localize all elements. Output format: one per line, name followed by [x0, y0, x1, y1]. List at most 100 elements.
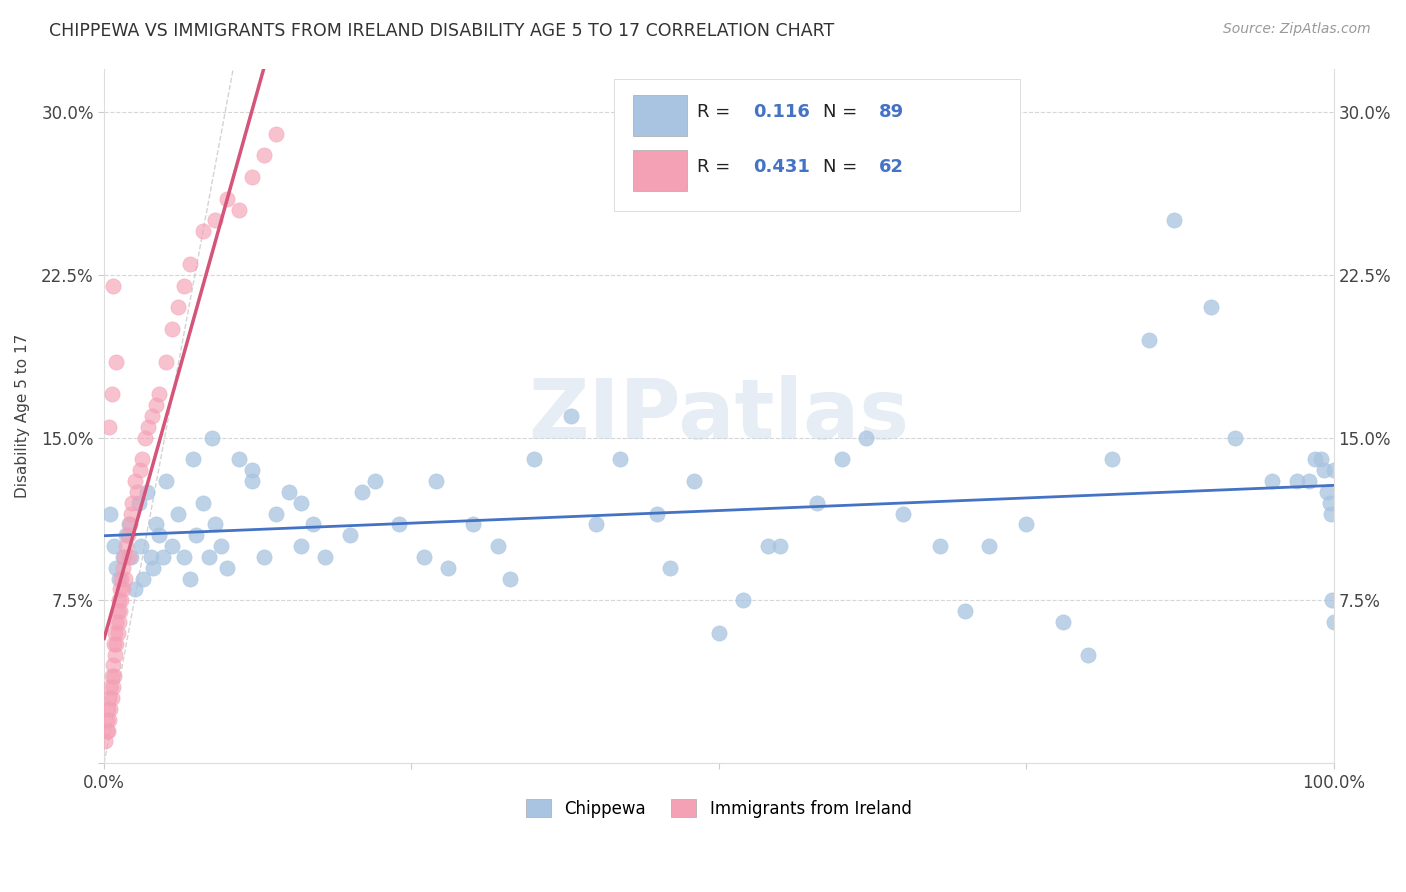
- Point: [953, 604, 976, 618]
- Point: [240, 463, 263, 477]
- Point: [277, 484, 299, 499]
- Point: [103, 637, 125, 651]
- Point: [209, 539, 232, 553]
- Point: [108, 572, 131, 586]
- Text: R =: R =: [697, 158, 735, 176]
- Point: [155, 474, 177, 488]
- Point: [160, 322, 183, 336]
- Point: [191, 224, 214, 238]
- Point: [929, 539, 952, 553]
- Point: [111, 582, 134, 597]
- Point: [142, 561, 165, 575]
- Point: [97, 723, 120, 738]
- Point: [707, 626, 730, 640]
- Point: [1137, 333, 1160, 347]
- Point: [217, 561, 239, 575]
- Point: [108, 582, 131, 597]
- Point: [186, 528, 208, 542]
- Point: [1077, 648, 1099, 662]
- Point: [855, 431, 877, 445]
- Point: [100, 387, 122, 401]
- Point: [339, 528, 361, 542]
- Point: [101, 278, 124, 293]
- Point: [1319, 496, 1341, 510]
- Point: [1322, 615, 1344, 629]
- Point: [204, 517, 226, 532]
- Point: [118, 517, 141, 532]
- Point: [148, 387, 170, 401]
- Point: [111, 561, 134, 575]
- Point: [388, 517, 411, 532]
- Point: [115, 539, 138, 553]
- Point: [100, 669, 122, 683]
- Point: [124, 582, 146, 597]
- Y-axis label: Disability Age 5 to 17: Disability Age 5 to 17: [15, 334, 30, 498]
- Point: [98, 713, 121, 727]
- Text: Source: ZipAtlas.com: Source: ZipAtlas.com: [1223, 22, 1371, 37]
- Point: [114, 572, 136, 586]
- Point: [103, 669, 125, 683]
- Point: [148, 528, 170, 542]
- Point: [806, 496, 828, 510]
- Point: [108, 593, 131, 607]
- Point: [228, 202, 250, 217]
- Text: N =: N =: [824, 103, 863, 120]
- Point: [96, 713, 118, 727]
- Point: [228, 452, 250, 467]
- Point: [110, 593, 132, 607]
- Point: [1312, 463, 1334, 477]
- Point: [486, 539, 509, 553]
- Point: [108, 604, 131, 618]
- Point: [173, 278, 195, 293]
- FancyBboxPatch shape: [633, 151, 688, 192]
- Point: [128, 496, 150, 510]
- Point: [118, 517, 141, 532]
- Point: [585, 517, 607, 532]
- Point: [167, 507, 190, 521]
- Point: [733, 593, 755, 607]
- Point: [98, 419, 121, 434]
- Point: [609, 452, 631, 467]
- Point: [756, 539, 779, 553]
- Point: [253, 549, 276, 564]
- Point: [167, 300, 190, 314]
- Point: [132, 572, 155, 586]
- Point: [98, 680, 121, 694]
- Point: [120, 549, 142, 564]
- Point: [1199, 300, 1222, 314]
- Point: [103, 539, 125, 553]
- Point: [201, 431, 224, 445]
- Point: [499, 572, 522, 586]
- Text: 0.116: 0.116: [754, 103, 810, 120]
- Point: [658, 561, 681, 575]
- Point: [1285, 474, 1308, 488]
- Point: [107, 604, 129, 618]
- Point: [1310, 452, 1333, 467]
- Point: [1316, 484, 1339, 499]
- Point: [118, 549, 141, 564]
- Point: [138, 419, 160, 434]
- Point: [98, 507, 121, 521]
- Point: [131, 452, 153, 467]
- Point: [683, 474, 706, 488]
- Point: [831, 452, 853, 467]
- Point: [1322, 463, 1344, 477]
- Point: [264, 507, 287, 521]
- Point: [121, 496, 143, 510]
- Point: [145, 398, 167, 412]
- Point: [1052, 615, 1074, 629]
- Text: ZIPatlas: ZIPatlas: [529, 376, 910, 457]
- Point: [197, 549, 219, 564]
- Point: [128, 463, 150, 477]
- Point: [120, 507, 142, 521]
- Point: [134, 431, 156, 445]
- Point: [560, 409, 582, 423]
- Point: [891, 507, 914, 521]
- Point: [101, 680, 124, 694]
- Point: [412, 549, 434, 564]
- Point: [155, 354, 177, 368]
- Point: [97, 702, 120, 716]
- Point: [204, 213, 226, 227]
- Text: CHIPPEWA VS IMMIGRANTS FROM IRELAND DISABILITY AGE 5 TO 17 CORRELATION CHART: CHIPPEWA VS IMMIGRANTS FROM IRELAND DISA…: [49, 22, 834, 40]
- Point: [105, 561, 128, 575]
